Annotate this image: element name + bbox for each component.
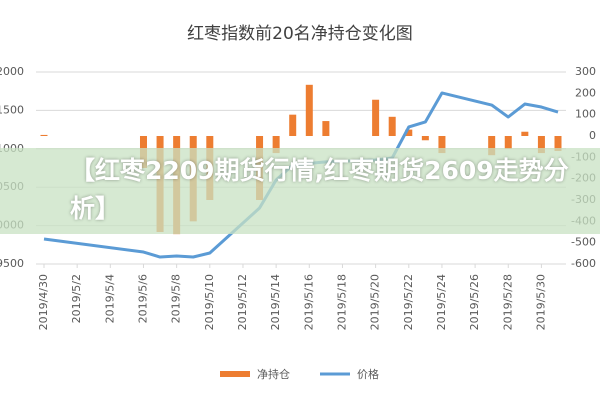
x-tick-label: 2019/5/2 [70, 274, 83, 323]
chart-title: 红枣指数前20名净持仓变化图 [187, 24, 413, 44]
y2-tick-label: 0 [589, 129, 596, 142]
bar [421, 136, 429, 141]
legend-swatch [220, 371, 250, 377]
x-tick-label: 2019/5/22 [402, 274, 415, 330]
x-tick-label: 2019/5/18 [335, 274, 348, 330]
x-tick-label: 2019/5/28 [501, 274, 514, 330]
x-tick-label: 2019/5/4 [103, 274, 116, 323]
x-tick-label: 2019/5/16 [302, 274, 315, 330]
x-tick-label: 2019/5/12 [236, 274, 249, 330]
x-tick-label: 2019/5/14 [269, 274, 282, 330]
x-tick-label: 2019/5/26 [468, 274, 481, 330]
bar [537, 136, 545, 154]
bar [372, 99, 380, 136]
y-tick-label: 12000 [0, 65, 24, 78]
y-tick-label: 11500 [0, 103, 24, 116]
bar [405, 129, 413, 136]
y2-tick-label: -500 [571, 236, 596, 249]
x-tick-label: 2019/5/30 [534, 274, 547, 330]
banner [0, 148, 600, 234]
bar [554, 136, 562, 151]
bar [289, 114, 297, 136]
bar [388, 116, 396, 136]
bar [40, 134, 48, 136]
x-tick-label: 2019/5/10 [203, 274, 216, 330]
bar [305, 84, 313, 136]
bar [488, 136, 496, 156]
x-tick-label: 2019/5/6 [136, 274, 149, 323]
y2-tick-label: 100 [575, 108, 596, 121]
bar [521, 131, 529, 136]
bar [272, 136, 280, 154]
y2-tick-label: 300 [575, 65, 596, 78]
legend-label: 净持仓 [257, 367, 290, 381]
legend-label: 价格 [357, 367, 379, 381]
y2-tick-label: 200 [575, 86, 596, 99]
x-tick-label: 2019/5/8 [170, 274, 183, 323]
bar [504, 136, 512, 149]
bar [438, 136, 446, 154]
bar [322, 121, 330, 136]
x-tick-label: 2019/5/20 [369, 274, 382, 330]
x-tick-label: 2019/4/30 [37, 274, 50, 330]
y2-tick-label: -600 [571, 257, 596, 270]
banner-text: 【红枣2209期货行情,红枣期货2609走势分析】 [70, 156, 569, 223]
x-tick-label: 2019/5/24 [435, 274, 448, 330]
y-tick-label: 9500 [0, 257, 24, 270]
